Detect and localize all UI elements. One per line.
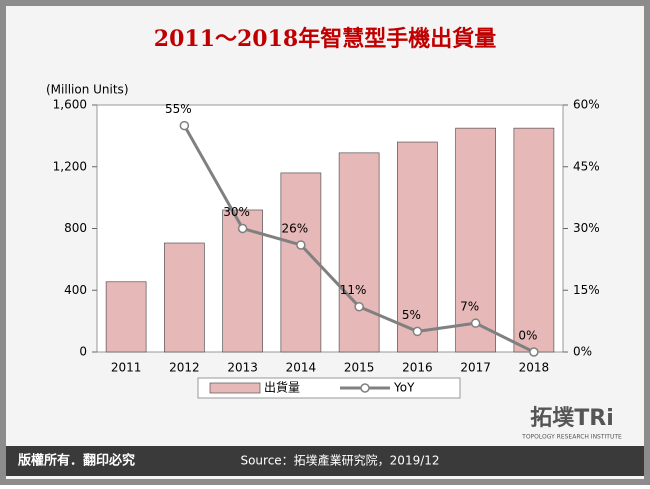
x-tick-label: 2016 — [402, 361, 433, 375]
legend-label: 出貨量 — [264, 380, 300, 395]
bar — [280, 172, 322, 353]
x-tick-label: 2015 — [344, 361, 375, 375]
x-tick-label: 2018 — [519, 361, 550, 375]
line-marker — [296, 240, 306, 250]
y2-tick-label: 30% — [573, 221, 600, 235]
x-tick-label: 2011 — [111, 361, 142, 375]
y2-tick-label: 0% — [573, 345, 592, 359]
chart-title: 2011～2018年智慧型手機出貨量 — [154, 26, 496, 52]
line-marker — [179, 120, 190, 131]
x-tick-label: 2014 — [286, 361, 317, 375]
source: Source：拓墣產業研究院，2019/12 — [240, 453, 439, 468]
bar — [105, 281, 147, 353]
y2-tick-label: 15% — [573, 283, 600, 297]
y-tick-label: 800 — [64, 221, 87, 235]
data-label: 26% — [282, 221, 309, 235]
logo-subtitle: TOPOLOGY RESEARCH INSTITUTE — [521, 434, 622, 441]
y-tick-label: 1,200 — [53, 159, 87, 173]
y-tick-label: 1,600 — [53, 98, 87, 112]
data-label: 7% — [460, 300, 479, 314]
y-axis-title: (Million Units) — [46, 83, 129, 97]
bar — [164, 242, 205, 353]
legend-label: YoY — [393, 381, 415, 395]
data-label: 5% — [402, 308, 421, 322]
footer-bar — [6, 446, 644, 476]
logo: 拓墣TRi — [530, 406, 614, 431]
legend-marker — [360, 383, 370, 393]
line-marker — [354, 301, 364, 312]
line-marker — [470, 318, 481, 328]
y-tick-label: 400 — [64, 283, 87, 297]
line-marker — [237, 223, 248, 234]
x-tick-label: 2012 — [169, 361, 200, 375]
y2-tick-label: 45% — [573, 159, 600, 173]
copyright: 版權所有．翻印必究 — [18, 453, 135, 469]
bar — [338, 152, 380, 353]
y2-tick-label: 60% — [573, 98, 600, 112]
bar — [397, 141, 438, 353]
y-tick-label: 0 — [79, 345, 87, 359]
data-label: 55% — [165, 102, 192, 116]
line-marker — [412, 326, 423, 337]
bar — [513, 127, 555, 353]
x-tick-label: 2017 — [460, 361, 491, 375]
x-tick-label: 2013 — [227, 361, 258, 375]
line-marker — [529, 347, 539, 357]
legend-swatch — [209, 382, 261, 394]
legend-box — [197, 377, 461, 399]
bar — [455, 127, 496, 353]
data-label: 30% — [223, 205, 250, 219]
data-label: 0% — [518, 329, 537, 343]
data-label: 11% — [340, 283, 367, 297]
